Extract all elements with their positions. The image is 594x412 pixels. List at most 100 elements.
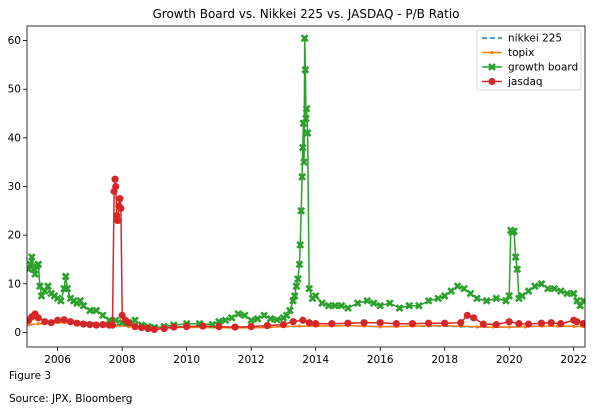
- data-point-growth-board: [376, 301, 385, 310]
- data-point-jasdaq: [79, 320, 88, 328]
- data-point-growth-board: [299, 119, 308, 128]
- data-point-jasdaq: [60, 316, 68, 324]
- data-point-growth-board: [513, 265, 522, 274]
- data-point-growth-board: [395, 304, 404, 313]
- x-tick-label: 2006: [44, 354, 71, 365]
- x-tick-label: 2014: [302, 354, 329, 365]
- data-point-growth-board: [247, 316, 256, 325]
- data-point-growth-board: [482, 296, 491, 305]
- data-point-growth-board: [405, 301, 414, 310]
- figure-caption: Figure 3: [9, 370, 52, 382]
- y-tick-label: 40: [8, 132, 21, 144]
- data-point-growth-board: [27, 253, 36, 261]
- data-point-jasdaq: [160, 324, 168, 333]
- data-point-growth-board: [221, 316, 230, 325]
- data-point-jasdaq: [231, 323, 239, 331]
- data-point-jasdaq: [537, 319, 546, 327]
- data-point-growth-board: [311, 292, 320, 300]
- data-point-jasdaq: [515, 320, 523, 328]
- data-point-jasdaq: [150, 325, 159, 334]
- data-point-jasdaq: [263, 322, 271, 330]
- data-point-growth-board: [92, 306, 101, 315]
- data-point-growth-board: [34, 260, 43, 269]
- data-point-growth-board: [292, 282, 301, 291]
- data-point-topix: [297, 324, 302, 328]
- data-point-growth-board: [447, 287, 456, 295]
- data-point-growth-board: [298, 143, 307, 152]
- y-tick-label: 10: [8, 278, 21, 290]
- data-point-jasdaq: [289, 318, 297, 326]
- data-point-growth-board: [324, 301, 333, 310]
- data-point-growth-board: [44, 282, 52, 291]
- y-tick-label: 0: [14, 327, 21, 339]
- data-point-jasdaq: [441, 319, 449, 327]
- data-point-jasdaq: [479, 320, 487, 328]
- data-point-growth-board: [31, 270, 39, 278]
- data-point-growth-board: [302, 114, 310, 123]
- y-tick-label: 30: [8, 181, 21, 193]
- chart: Growth Board vs. Nikkei 225 vs. JASDAQ -…: [8, 7, 587, 365]
- data-point-jasdaq: [183, 322, 191, 331]
- x-tick-label: 2010: [173, 354, 200, 365]
- data-point-topix: [507, 325, 511, 329]
- data-point-jasdaq: [392, 320, 400, 328]
- data-point-growth-board: [466, 289, 475, 298]
- data-point-jasdaq: [463, 311, 471, 319]
- data-point-growth-board: [414, 301, 423, 310]
- data-point-jasdaq: [492, 321, 500, 329]
- data-point-jasdaq: [54, 316, 62, 324]
- data-point-growth-board: [556, 287, 565, 295]
- data-point-growth-board: [579, 296, 585, 305]
- data-point-growth-board: [298, 172, 307, 181]
- data-point-growth-board: [434, 294, 443, 303]
- legend-marker-jasdaq: [488, 77, 496, 86]
- data-point-growth-board: [492, 294, 501, 303]
- series-jasdaq: [27, 175, 585, 334]
- data-point-jasdaq: [131, 322, 139, 331]
- data-point-growth-board: [505, 292, 514, 300]
- data-point-jasdaq: [299, 316, 307, 324]
- data-point-growth-board: [344, 304, 352, 313]
- data-point-growth-board: [318, 299, 327, 308]
- data-point-growth-board: [369, 299, 378, 308]
- data-point-jasdaq: [125, 319, 133, 327]
- y-tick-label: 60: [8, 35, 21, 47]
- legend-label-jasdaq: jasdaq: [507, 76, 543, 88]
- data-point-growth-board: [337, 301, 346, 310]
- data-point-jasdaq: [247, 322, 255, 331]
- x-tick-label: 2020: [496, 354, 523, 365]
- axes: 2006 2008 2010 2012 2014 2016 2018 2020 2022 0 10 2…: [8, 35, 587, 365]
- data-point-growth-board: [300, 34, 309, 43]
- data-point-jasdaq: [505, 318, 513, 326]
- data-point-growth-board: [537, 279, 546, 288]
- data-point-growth-board: [253, 314, 262, 323]
- source-caption: Source: JPX, Bloomberg: [9, 393, 133, 405]
- data-point-growth-board: [569, 289, 578, 298]
- data-point-jasdaq: [376, 319, 384, 327]
- y-tick-label: 20: [8, 230, 21, 242]
- data-point-growth-board: [240, 311, 249, 320]
- data-point-jasdaq: [199, 322, 207, 330]
- data-point-jasdaq: [470, 314, 478, 322]
- legend-item-growth-board: growth board: [482, 62, 578, 74]
- data-point-growth-board: [63, 284, 72, 293]
- data-point-jasdaq: [114, 216, 122, 225]
- x-tick-label: 2008: [109, 354, 136, 365]
- data-point-growth-board: [61, 272, 70, 281]
- data-point-jasdaq: [108, 321, 117, 329]
- data-point-jasdaq: [424, 319, 433, 327]
- data-point-jasdaq: [137, 323, 146, 332]
- legend-label-nikkei-225: nikkei 225: [508, 33, 562, 45]
- legend-label-topix: topix: [508, 47, 534, 59]
- data-point-growth-board: [440, 292, 449, 300]
- data-point-jasdaq: [344, 319, 352, 327]
- data-point-growth-board: [510, 227, 518, 236]
- data-point-growth-board: [543, 284, 552, 293]
- data-point-growth-board: [295, 260, 304, 269]
- data-point-jasdaq: [34, 314, 42, 322]
- legend: nikkei 225 topix growth board jasdaq: [476, 29, 582, 91]
- data-point-jasdaq: [579, 320, 585, 328]
- legend-item-jasdaq: jasdaq: [482, 76, 543, 88]
- data-point-jasdaq: [215, 322, 223, 331]
- series-line-jasdaq: [28, 179, 584, 331]
